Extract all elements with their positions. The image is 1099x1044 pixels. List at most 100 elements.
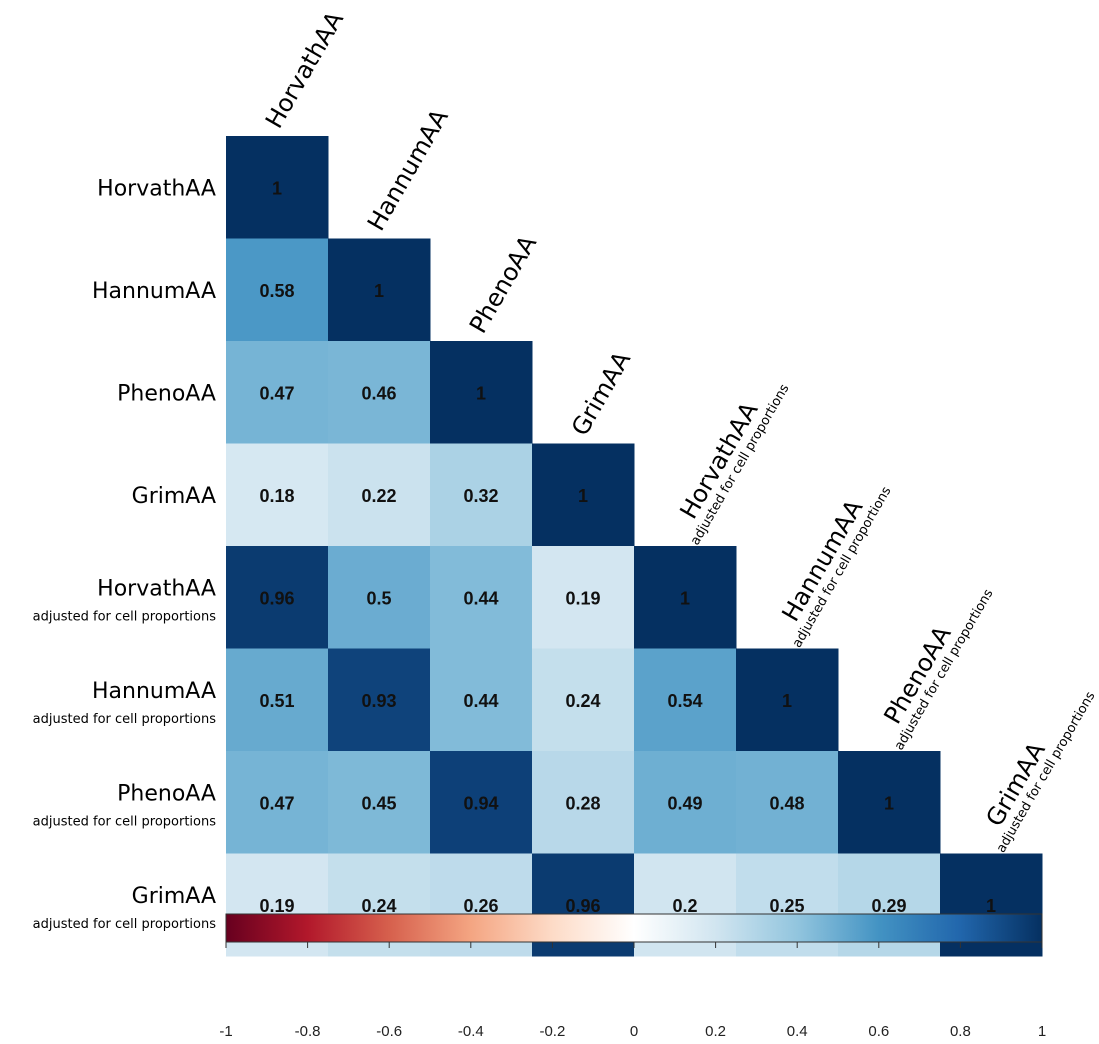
cell-value-label: 0.32 xyxy=(463,486,498,506)
cell-value-label: 0.26 xyxy=(463,896,498,916)
colorbar-tick-label: 0.8 xyxy=(950,1023,971,1040)
colorbar-tick-label: -0.8 xyxy=(295,1023,321,1040)
heatmap-cell-r4-c2 xyxy=(328,443,431,547)
heatmap-cell-r4-c3 xyxy=(430,443,533,547)
column-label-horvathaa: HorvathAA xyxy=(260,6,349,133)
row-sublabel-horvathaa-adjusted: adjusted for cell proportions xyxy=(33,609,217,624)
row-labels: HorvathAA HannumAA PhenoAA GrimAA HorvathAA a… xyxy=(33,176,217,932)
heatmap-cell-r7-c4 xyxy=(532,751,635,854)
cell-value-label: 0.24 xyxy=(565,691,600,711)
cell-value-label: 0.48 xyxy=(769,793,804,813)
heatmap-cell-r7-c3 xyxy=(430,751,533,854)
cell-value-label: 1 xyxy=(476,383,486,403)
row-label-grimaa-adjusted: GrimAA xyxy=(132,884,216,909)
cell-value-label: 1 xyxy=(272,178,282,198)
heatmap-cell-r5-c4 xyxy=(532,546,635,649)
row-label-hannumaa-adjusted: HannumAA xyxy=(92,679,216,704)
heatmap-cell-r4-c4 xyxy=(532,443,635,547)
cell-value-label: 0.46 xyxy=(361,383,396,403)
column-label-grimaa: GrimAA xyxy=(566,346,637,440)
row-label-phenoaa: PhenoAA xyxy=(117,381,216,406)
cell-value-label: 0.22 xyxy=(361,486,396,506)
row-sublabel-phenoaa-adjusted: adjusted for cell proportions xyxy=(33,814,217,829)
cell-value-label: 0.5 xyxy=(366,588,391,608)
heatmap-cell-r6-c6 xyxy=(736,648,839,752)
cell-value-label: 1 xyxy=(986,896,996,916)
heatmap-cell-r4-c1 xyxy=(226,443,329,547)
heatmap-cell-r2-c2 xyxy=(328,238,431,342)
heatmap-cell-r5-c5 xyxy=(634,546,737,649)
column-label-group-phenoaa: PhenoAA xyxy=(464,230,542,338)
heatmap-cell-r3-c3 xyxy=(430,341,533,444)
heatmap-cell-r3-c1 xyxy=(226,341,329,444)
column-label-phenoaa: PhenoAA xyxy=(464,230,542,338)
cell-value-label: 1 xyxy=(374,281,384,301)
cell-value-label: 0.94 xyxy=(463,793,498,813)
cell-value-label: 0.93 xyxy=(361,691,396,711)
colorbar-tick-label: -0.6 xyxy=(376,1023,402,1040)
heatmap-cell-r6-c5 xyxy=(634,648,737,752)
cell-value-label: 0.29 xyxy=(871,896,906,916)
cell-value-label: 0.49 xyxy=(667,793,702,813)
cell-value-label: 0.25 xyxy=(769,896,804,916)
row-label-horvathaa-adjusted: HorvathAA xyxy=(97,576,216,601)
colorbar: -1 -0.8 -0.6 -0.4 -0.2 0 0.2 0.4 0.6 0.8 1 xyxy=(219,913,1046,1040)
colorbar-tick-label: 0.2 xyxy=(705,1023,726,1040)
row-sublabel-hannumaa-adjusted: adjusted for cell proportions xyxy=(33,712,217,727)
colorbar-tick-label: -0.2 xyxy=(539,1023,565,1040)
heatmap-cell-r7-c2 xyxy=(328,751,431,854)
heatmap-cell-r6-c4 xyxy=(532,648,635,752)
cell-value-label: 0.45 xyxy=(361,793,396,813)
column-label-group-hannumaa: HannumAA xyxy=(362,104,454,236)
cell-value-label: 0.44 xyxy=(463,588,498,608)
cell-value-label: 1 xyxy=(578,486,588,506)
column-label-hannumaa: HannumAA xyxy=(362,104,454,236)
cell-value-label: 0.47 xyxy=(259,793,294,813)
heatmap-cell-labels: 1 0.58 1 0.47 0.46 1 0.18 0.22 0.32 1 0.96 0.5 0.44 0… xyxy=(259,178,996,916)
heatmap-cell-r5-c2 xyxy=(328,546,431,649)
heatmap-cell-r7-c7 xyxy=(838,751,941,854)
row-label-grimaa: GrimAA xyxy=(132,484,216,509)
cell-value-label: 0.44 xyxy=(463,691,498,711)
heatmap-cell-r6-c2 xyxy=(328,648,431,752)
heatmap-cell-r6-c1 xyxy=(226,648,329,752)
cell-value-label: 0.19 xyxy=(259,896,294,916)
heatmap-cell-r1-c1 xyxy=(226,136,329,239)
colorbar-tick-label: 0.4 xyxy=(787,1023,808,1040)
cell-value-label: 0.24 xyxy=(361,896,396,916)
row-sublabel-grimaa-adjusted: adjusted for cell proportions xyxy=(33,917,217,932)
column-label-group-grimaa: GrimAA xyxy=(566,346,637,440)
column-label-group-horvathaa: HorvathAA xyxy=(260,6,349,133)
heatmap-cell-r6-c3 xyxy=(430,648,533,752)
heatmap-cell-r7-c6 xyxy=(736,751,839,854)
colorbar-tick-label: -1 xyxy=(219,1023,232,1040)
cell-value-label: 0.47 xyxy=(259,383,294,403)
cell-value-label: 0.96 xyxy=(259,588,294,608)
heatmap-cells xyxy=(226,136,1043,957)
row-label-horvathaa: HorvathAA xyxy=(97,176,216,201)
colorbar-tick-label: -0.4 xyxy=(458,1023,484,1040)
cell-value-label: 0.19 xyxy=(565,588,600,608)
row-label-phenoaa-adjusted: PhenoAA xyxy=(117,781,216,806)
cell-value-label: 0.2 xyxy=(672,896,697,916)
heatmap-cell-r7-c5 xyxy=(634,751,737,854)
heatmap-cell-r5-c1 xyxy=(226,546,329,649)
heatmap-cell-r7-c1 xyxy=(226,751,329,854)
heatmap-cell-r5-c3 xyxy=(430,546,533,649)
cell-value-label: 0.54 xyxy=(667,691,702,711)
colorbar-tick-label: 0 xyxy=(630,1023,638,1040)
cell-value-label: 0.58 xyxy=(259,281,294,301)
cell-value-label: 1 xyxy=(680,588,690,608)
cell-value-label: 0.18 xyxy=(259,486,294,506)
colorbar-gradient xyxy=(225,913,1043,943)
cell-value-label: 0.28 xyxy=(565,793,600,813)
colorbar-tick-label: 1 xyxy=(1038,1023,1046,1040)
cell-value-label: 0.51 xyxy=(259,691,294,711)
heatmap-cell-r2-c1 xyxy=(226,238,329,342)
cell-value-label: 0.96 xyxy=(565,896,600,916)
